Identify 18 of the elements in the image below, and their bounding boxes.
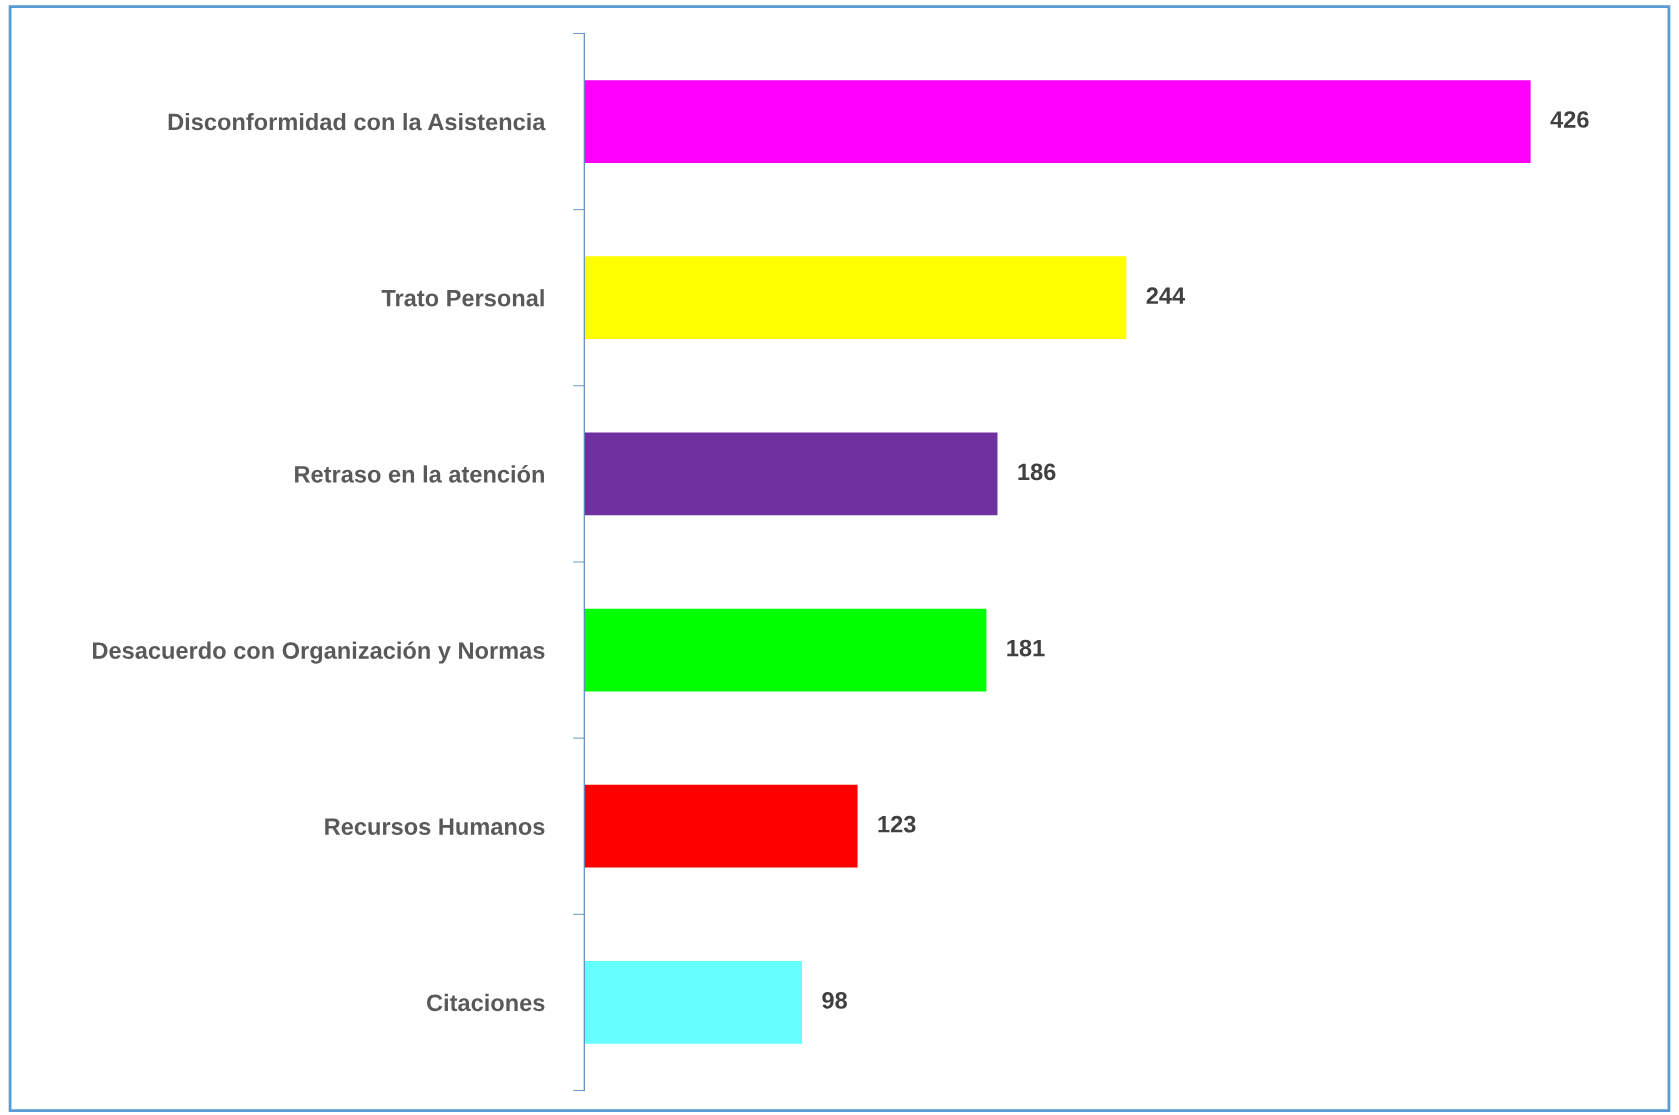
bar	[584, 432, 998, 516]
data-label: 181	[1007, 639, 1045, 657]
y-tick-label: Trato Personal	[381, 289, 544, 307]
data-label: 244	[1146, 287, 1186, 304]
y-tick-label: Citaciones	[426, 993, 545, 1012]
y-tick-label: Desacuerdo con Organización y Normas	[93, 641, 545, 664]
data-label: 426	[1550, 111, 1589, 128]
bar	[584, 608, 987, 692]
bar	[584, 256, 1127, 340]
data-label: 123	[878, 815, 916, 833]
y-tick-label: Recursos Humanos	[325, 818, 545, 835]
y-tick-label: Disconformidad con la Asistencia	[168, 112, 546, 131]
bar	[584, 80, 1531, 163]
bar	[584, 960, 802, 1044]
bar	[584, 784, 858, 868]
data-label: 98	[822, 992, 847, 1009]
y-tick-label: Retraso en la atención	[295, 465, 544, 483]
data-label: 186	[1018, 463, 1056, 481]
